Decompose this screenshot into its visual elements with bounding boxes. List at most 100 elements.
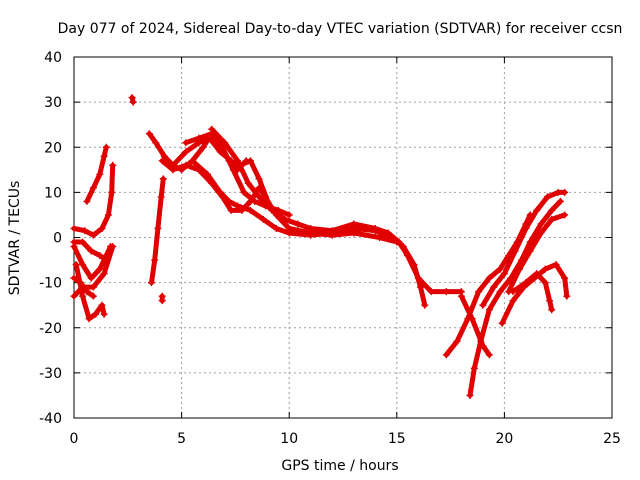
data-point <box>475 288 483 296</box>
data-point <box>307 229 315 237</box>
series-arc-x <box>158 292 166 305</box>
data-point <box>453 337 461 345</box>
series-arc-h <box>128 94 137 106</box>
series-arc-b <box>83 143 110 205</box>
series-arc-o <box>208 125 465 296</box>
series-line <box>506 212 568 295</box>
data-point <box>272 211 280 219</box>
data-point <box>470 364 478 372</box>
data-point <box>208 125 216 133</box>
data-point <box>541 265 549 273</box>
data-point <box>496 265 504 273</box>
data-point <box>236 161 244 169</box>
data-point <box>85 315 93 323</box>
data-point <box>108 188 116 196</box>
data-point <box>561 211 569 219</box>
data-point <box>227 206 235 214</box>
data-point <box>485 274 493 282</box>
data-point <box>70 238 78 246</box>
data-point <box>421 301 429 309</box>
data-point <box>102 143 110 151</box>
data-point <box>533 206 541 214</box>
data-point <box>104 211 112 219</box>
data-point <box>182 148 190 156</box>
data-point <box>548 206 556 214</box>
y-tick-label: 30 <box>44 95 62 111</box>
data-point <box>79 238 87 246</box>
series-layer <box>70 94 571 399</box>
data-point <box>145 130 153 138</box>
data-point <box>511 247 519 255</box>
data-point <box>169 161 177 169</box>
data-point <box>515 265 523 273</box>
data-point <box>376 234 384 241</box>
data-point <box>416 283 424 291</box>
y-tick-label: -40 <box>39 411 62 427</box>
data-point <box>526 238 534 246</box>
data-point <box>96 265 104 273</box>
data-point <box>157 193 165 201</box>
data-point <box>87 274 95 282</box>
y-tick-label: -30 <box>39 366 62 382</box>
data-point <box>498 319 506 327</box>
data-point <box>457 292 465 300</box>
data-point <box>500 270 508 278</box>
y-tick-label: 0 <box>53 231 62 247</box>
data-point <box>468 315 476 323</box>
data-point <box>404 252 412 260</box>
data-point <box>561 274 569 282</box>
data-point <box>234 202 242 210</box>
data-point <box>259 215 267 223</box>
y-tick-label: -10 <box>39 276 62 292</box>
data-point <box>98 301 106 309</box>
data-point <box>522 279 530 287</box>
series-arc-r <box>457 292 493 359</box>
series-arc-p <box>225 157 401 246</box>
data-point <box>543 193 551 201</box>
data-point <box>509 297 517 305</box>
data-point <box>70 292 78 300</box>
data-point <box>393 238 401 246</box>
x-tick-label: 15 <box>388 431 406 447</box>
data-point <box>158 157 166 165</box>
data-point <box>255 193 263 201</box>
data-point <box>285 211 293 219</box>
data-point <box>225 157 233 165</box>
data-point <box>371 224 379 232</box>
series-arc-a <box>70 161 117 239</box>
data-point <box>98 224 106 232</box>
data-point <box>546 297 554 305</box>
data-point <box>160 152 168 160</box>
data-point <box>264 197 272 205</box>
data-point <box>72 261 80 269</box>
data-point <box>285 224 293 232</box>
data-point <box>87 247 95 255</box>
data-point <box>89 184 97 192</box>
data-point <box>152 139 160 147</box>
data-point <box>541 279 549 287</box>
data-point <box>328 231 336 239</box>
data-point <box>79 292 87 300</box>
data-point <box>182 139 190 147</box>
data-point <box>203 170 211 178</box>
data-point <box>147 279 155 287</box>
series-arc-f <box>70 238 110 264</box>
y-tick-label: 40 <box>44 50 62 66</box>
data-point <box>100 152 108 160</box>
data-point <box>83 197 91 205</box>
data-point <box>537 229 545 237</box>
x-tick-label: 20 <box>495 431 513 447</box>
data-point <box>96 170 104 178</box>
data-point <box>154 224 162 232</box>
ticks-layer: 0 5 10 15 20 25 -40 -30 -20 -10 0 10 20 30 40 <box>39 50 621 447</box>
y-tick-label: 20 <box>44 140 62 156</box>
data-point <box>537 220 545 228</box>
data-point <box>216 188 224 196</box>
data-point <box>159 175 167 183</box>
data-point <box>384 229 392 237</box>
data-point <box>477 337 485 345</box>
data-point <box>89 231 97 239</box>
data-point <box>76 279 84 287</box>
data-point <box>552 261 560 269</box>
